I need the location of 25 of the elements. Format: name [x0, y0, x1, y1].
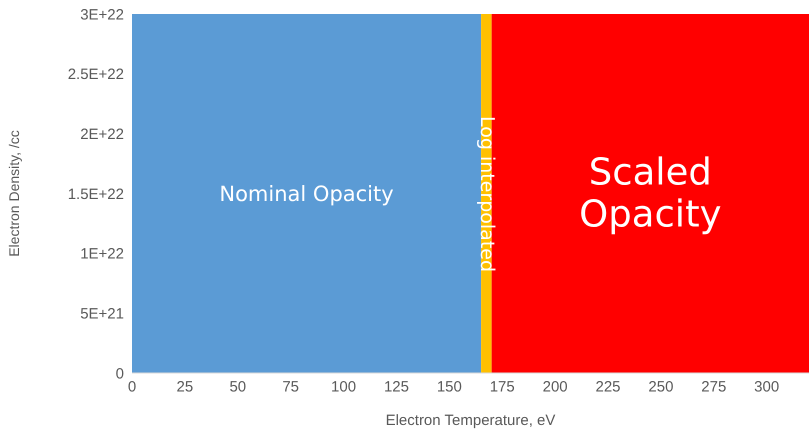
- series-label: Log interpolated: [475, 115, 498, 272]
- x-tick-label: 50: [229, 378, 246, 396]
- series-label: Nominal Opacity: [219, 181, 394, 206]
- y-tick-label: 3E+22: [80, 6, 124, 24]
- y-tick-label: 0: [116, 365, 124, 382]
- y-tick-label: 5E+21: [80, 305, 124, 322]
- y-tick-label: 2.5E+22: [68, 66, 124, 84]
- x-tick-label: 275: [701, 378, 726, 396]
- x-tick-label: 25: [176, 378, 194, 396]
- y-axis-title: Electron Density, /cc: [6, 130, 22, 257]
- x-tick-label: 225: [596, 378, 621, 396]
- series-label: Scaled Opacity: [579, 150, 722, 236]
- x-tick-label: 250: [648, 378, 674, 396]
- x-tick-label: 200: [542, 378, 568, 396]
- x-tick-label: 300: [754, 378, 780, 396]
- y-tick-label: 2E+22: [80, 126, 124, 143]
- x-tick-label: 175: [490, 378, 515, 396]
- x-tick-label: 75: [282, 378, 300, 396]
- x-tick-label: 100: [331, 378, 356, 396]
- y-tick-label: 1.5E+22: [68, 186, 124, 203]
- x-axis-title: Electron Temperature, eV: [386, 412, 556, 429]
- x-tick-label: 0: [128, 378, 136, 396]
- y-tick-label: 1E+22: [80, 246, 124, 263]
- x-tick-label: 125: [384, 378, 409, 396]
- x-tick-label: 150: [436, 378, 462, 396]
